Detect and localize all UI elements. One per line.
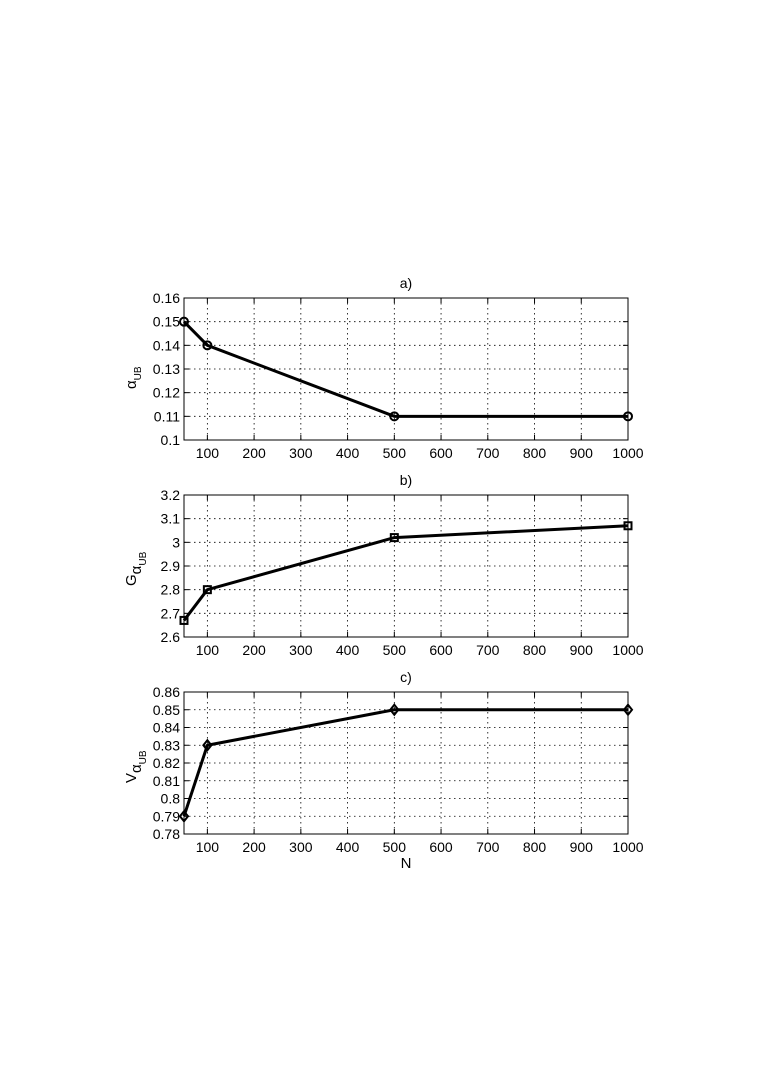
data-point-circle xyxy=(179,316,189,327)
panel-title: b) xyxy=(400,472,412,488)
y-tick-label: 0.13 xyxy=(153,361,180,377)
y-tick-label: 0.14 xyxy=(153,337,180,353)
panel-title: a) xyxy=(400,275,412,291)
x-tick-label: 800 xyxy=(523,642,547,658)
y-tick-label: 0.16 xyxy=(153,290,180,306)
y-tick-label: 0.15 xyxy=(153,314,180,330)
data-point-diamond xyxy=(622,703,634,717)
y-axis-label: VαUB xyxy=(123,750,149,783)
x-tick-label: 900 xyxy=(570,839,594,855)
data-point-square xyxy=(202,585,212,595)
y-tick-label: 3.2 xyxy=(161,487,181,503)
x-tick-label: 200 xyxy=(242,642,266,658)
x-tick-label: 500 xyxy=(383,839,407,855)
x-tick-label: 1000 xyxy=(612,445,643,461)
y-tick-label: 0.85 xyxy=(153,702,180,718)
y-tick-label: 0.82 xyxy=(153,755,180,771)
x-tick-label: 600 xyxy=(429,839,453,855)
x-tick-label: 600 xyxy=(429,445,453,461)
x-tick-label: 400 xyxy=(336,642,360,658)
data-point-square xyxy=(179,615,189,625)
y-tick-label: 0.8 xyxy=(161,791,181,807)
data-point-diamond xyxy=(389,703,400,717)
y-tick-label: 2.8 xyxy=(161,582,181,598)
x-axis-label: N xyxy=(401,855,412,872)
x-tick-label: 100 xyxy=(196,642,220,658)
y-tick-label: 0.86 xyxy=(153,684,180,700)
y-tick-label: 0.78 xyxy=(153,826,180,842)
x-tick-label: 1000 xyxy=(612,642,643,658)
y-tick-label: 0.83 xyxy=(153,737,180,753)
y-tick-label: 2.7 xyxy=(161,605,181,621)
x-tick-label: 400 xyxy=(336,839,360,855)
data-point-circle xyxy=(202,340,213,351)
y-tick-label: 3 xyxy=(172,534,180,550)
x-tick-label: 600 xyxy=(429,642,453,658)
data-point-square xyxy=(623,521,633,531)
series-line xyxy=(182,524,629,622)
y-axis-label: αUB xyxy=(123,366,144,389)
x-tick-label: 400 xyxy=(336,445,360,461)
y-tick-label: 0.12 xyxy=(153,385,180,401)
data-point-square xyxy=(389,533,399,543)
x-tick-label: 200 xyxy=(242,839,266,855)
x-tick-label: 300 xyxy=(289,445,313,461)
y-axis-label: GαUB xyxy=(123,551,149,586)
x-tick-label: 1000 xyxy=(612,839,643,855)
plot-area-frame xyxy=(183,494,629,638)
x-tick-label: 700 xyxy=(476,642,500,658)
series-line xyxy=(182,708,628,817)
y-tick-label: 3.1 xyxy=(161,511,181,527)
y-tick-label: 0.79 xyxy=(153,808,180,824)
x-tick-label: 800 xyxy=(523,839,547,855)
panel-title: c) xyxy=(400,669,412,685)
x-tick-label: 300 xyxy=(289,642,313,658)
y-tick-label: 0.1 xyxy=(161,432,181,448)
y-tick-label: 0.81 xyxy=(153,773,180,789)
x-tick-label: 900 xyxy=(570,642,594,658)
data-point-diamond xyxy=(202,738,213,752)
x-tick-label: 100 xyxy=(196,839,220,855)
x-tick-label: 500 xyxy=(383,445,407,461)
data-point-circle xyxy=(389,411,400,422)
y-tick-label: 2.6 xyxy=(161,629,181,645)
x-tick-label: 300 xyxy=(289,839,313,855)
series-line xyxy=(182,320,628,418)
data-point-circle xyxy=(623,411,633,422)
plot-area-frame xyxy=(183,297,629,441)
x-tick-label: 100 xyxy=(196,445,220,461)
data-point-diamond xyxy=(178,809,190,823)
x-tick-label: 700 xyxy=(476,445,500,461)
x-tick-label: 700 xyxy=(476,839,500,855)
plot-area-frame xyxy=(183,691,629,835)
y-tick-label: 0.11 xyxy=(154,408,180,424)
y-tick-label: 0.84 xyxy=(153,720,180,736)
x-tick-label: 500 xyxy=(383,642,407,658)
x-tick-label: 800 xyxy=(523,445,547,461)
x-tick-label: 200 xyxy=(242,445,266,461)
y-tick-label: 2.9 xyxy=(161,558,181,574)
x-tick-label: 900 xyxy=(570,445,594,461)
